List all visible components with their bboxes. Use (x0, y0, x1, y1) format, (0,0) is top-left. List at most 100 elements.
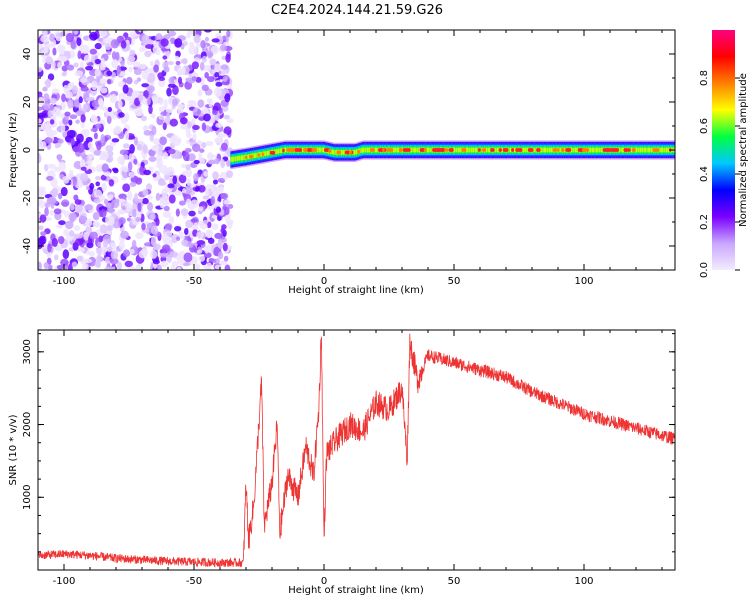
spectrogram-noise-blob (111, 59, 119, 69)
spectrogram-noise-blob (128, 171, 136, 178)
spectrogram-noise-blob (107, 106, 112, 113)
spectrogram-noise-blob (193, 34, 201, 44)
spectrogram-noise-blob (136, 77, 142, 82)
spectrogram-noise-blob (54, 254, 59, 261)
spectrogram-noise-blob (219, 44, 227, 52)
spectrogram-noise-blob (111, 138, 120, 143)
spectrogram-noise-blob (214, 258, 220, 265)
spectrogram-noise-blob (38, 118, 42, 124)
spectrogram-noise-blob (205, 187, 210, 198)
spectrogram-noise-blob (212, 109, 218, 115)
spectrogram-peak (294, 148, 303, 152)
spectrogram-noise-blob (223, 126, 232, 136)
spectrogram-noise-blob (187, 99, 196, 105)
spectrogram-band-cell (330, 149, 333, 155)
spectrogram-band-cell (321, 147, 323, 153)
spectrogram-noise-blob (80, 166, 87, 171)
spectrogram-noise-blob (85, 136, 93, 143)
spectrogram-noise-blob (176, 191, 182, 196)
spectrogram-noise-blob (166, 87, 172, 97)
spectrogram-band-cell (641, 147, 643, 153)
spectrogram-noise-blob (118, 217, 126, 225)
snr-x-axis-label: Height of straight line (km) (288, 585, 424, 596)
spectrogram-peak (631, 148, 636, 152)
spectrogram-noise-blob (150, 225, 159, 235)
spectrogram-band-cell (247, 154, 249, 160)
spectrogram-peak (369, 148, 375, 152)
spectrogram-band-cell (235, 156, 238, 162)
spectrogram-noise-blob (80, 172, 89, 182)
spectrogram-noise-blob (168, 194, 176, 204)
spectrogram-noise-blob (108, 216, 115, 226)
spectrogram-band-cell (455, 147, 457, 153)
spectrogram-noise-blob (76, 133, 84, 144)
spectrogram-noise-blob (45, 127, 54, 137)
spectrogram-noise-blob (199, 148, 205, 153)
spectrogram-band-cell (542, 147, 544, 153)
spectrogram-noise-blob (72, 176, 77, 187)
spectrogram-noise-blob (120, 230, 129, 239)
spectrogram-x-tick-label: -100 (53, 276, 76, 287)
spectrogram-noise-blob (171, 238, 178, 244)
spectrogram-noise-blob (187, 121, 192, 129)
spectrogram-noise-blob (220, 64, 229, 70)
spectrogram-noise-blob (151, 125, 157, 136)
spectrogram-noise-blob (110, 39, 120, 49)
spectrogram-noise-blob (123, 154, 129, 161)
spectrogram-noise-blob (99, 156, 105, 161)
spectrogram-noise-blob (76, 255, 83, 262)
spectrogram-noise-blob (67, 99, 74, 109)
spectrogram-band-cell (468, 147, 470, 153)
spectrogram-band-cell (599, 147, 602, 153)
spectrogram-noise-blob (167, 83, 176, 88)
spectrogram-peak (444, 148, 449, 152)
spectrogram-noise-blob (166, 166, 175, 176)
colorbar-tick-label: 0.6 (699, 118, 710, 134)
spectrogram-noise-blob (212, 258, 217, 263)
spectrogram-noise-blob (51, 187, 59, 198)
spectrogram-noise-blob (141, 70, 149, 80)
spectrogram-noise-blob (174, 225, 182, 232)
spectrogram-noise-blob (177, 76, 183, 85)
spectrogram-noise-blob (141, 83, 150, 88)
spectrogram-noise-blob (86, 242, 94, 249)
spectrogram-noise-blob (142, 188, 149, 197)
snr-y-tick-label: 1000 (22, 485, 33, 510)
spectrogram-noise-blob (101, 163, 109, 173)
spectrogram-noise-blob (100, 133, 105, 144)
spectrogram-noise-blob (109, 114, 118, 120)
spectrogram-band-cell (265, 151, 268, 156)
spectrogram-band-cell (361, 147, 364, 153)
spectrogram-noise-blob (159, 136, 168, 146)
spectrogram-noise-blob (169, 118, 179, 127)
spectrogram-band-cell (547, 147, 550, 153)
spectrogram-peak (527, 148, 534, 152)
spectrogram-band-cell (642, 147, 645, 153)
spectrogram-peak (511, 148, 515, 152)
spectrogram-noise-blob (100, 57, 105, 67)
spectrogram-noise-blob (44, 43, 49, 54)
spectrogram-noise-blob (113, 126, 122, 135)
spectrogram-noise-blob (39, 214, 47, 223)
spectrogram-band-cell (255, 153, 257, 158)
spectrogram-band-cell (559, 147, 561, 153)
snr-x-tick-label: 100 (574, 576, 593, 587)
spectrogram-noise-blob (215, 81, 223, 87)
spectrogram-band-cell (550, 147, 552, 153)
spectrogram-x-tick-label: 50 (448, 276, 461, 287)
spectrogram-noise-blob (54, 244, 63, 252)
spectrogram-noise-blob (146, 96, 151, 106)
spectrogram-noise-blob (96, 254, 101, 264)
spectrogram-band-cell (243, 155, 245, 160)
spectrogram-noise-blob (198, 255, 206, 262)
spectrogram-band-cell (331, 149, 334, 155)
spectrogram-band-cell (266, 150, 269, 156)
spectrogram-noise-blob (138, 250, 148, 259)
spectrogram-noise-blob (67, 82, 74, 90)
spectrogram-band-cell (473, 147, 476, 153)
spectrogram-band-cell (487, 147, 490, 153)
spectrogram-noise-blob (119, 71, 126, 77)
spectrogram-band-cell (238, 155, 240, 161)
spectrogram-noise-blob (60, 31, 66, 37)
spectrogram-band-cell (242, 155, 244, 161)
